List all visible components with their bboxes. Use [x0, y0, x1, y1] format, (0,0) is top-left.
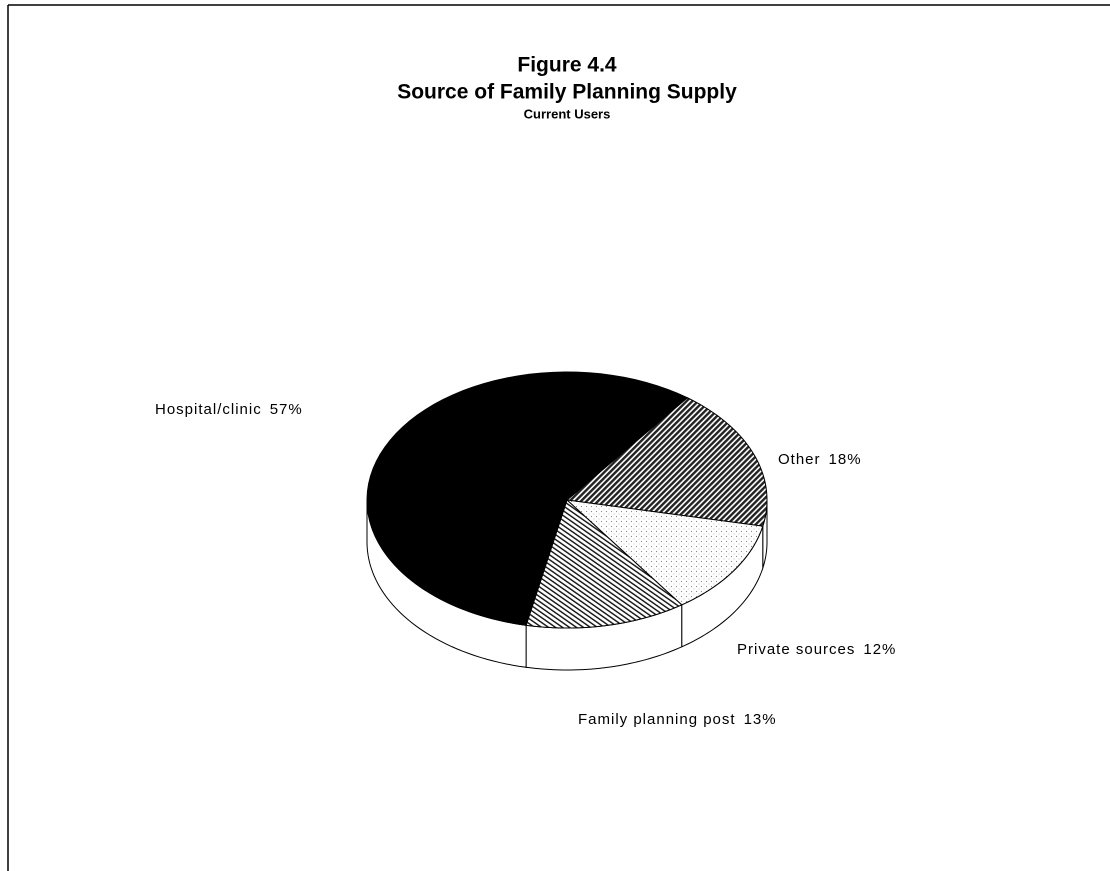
- pie-slice: [366, 371, 689, 626]
- pie-slice: [565, 499, 764, 606]
- value-label: 57%: [270, 401, 303, 418]
- value-label: 18%: [829, 451, 862, 468]
- chart-caption: Current Users: [524, 106, 611, 121]
- category-name: Other: [778, 451, 821, 468]
- chart-title: Figure 4.4: [517, 54, 617, 77]
- category-name: Family planning post: [578, 711, 736, 728]
- category-name: Hospital/clinic: [155, 401, 262, 418]
- pie-slice: [525, 499, 683, 629]
- chart-subtitle: Source of Family Planning Supply: [397, 81, 737, 104]
- pie-slice: [565, 397, 768, 527]
- slice-label: Private sources 12%: [737, 641, 896, 658]
- value-label: 12%: [863, 641, 896, 658]
- slice-label: Other 18%: [778, 451, 862, 468]
- value-label: 13%: [744, 711, 777, 728]
- slice-label: Hospital/clinic 57%: [155, 401, 303, 418]
- slice-label: Family planning post 13%: [578, 711, 777, 728]
- category-name: Private sources: [737, 641, 855, 658]
